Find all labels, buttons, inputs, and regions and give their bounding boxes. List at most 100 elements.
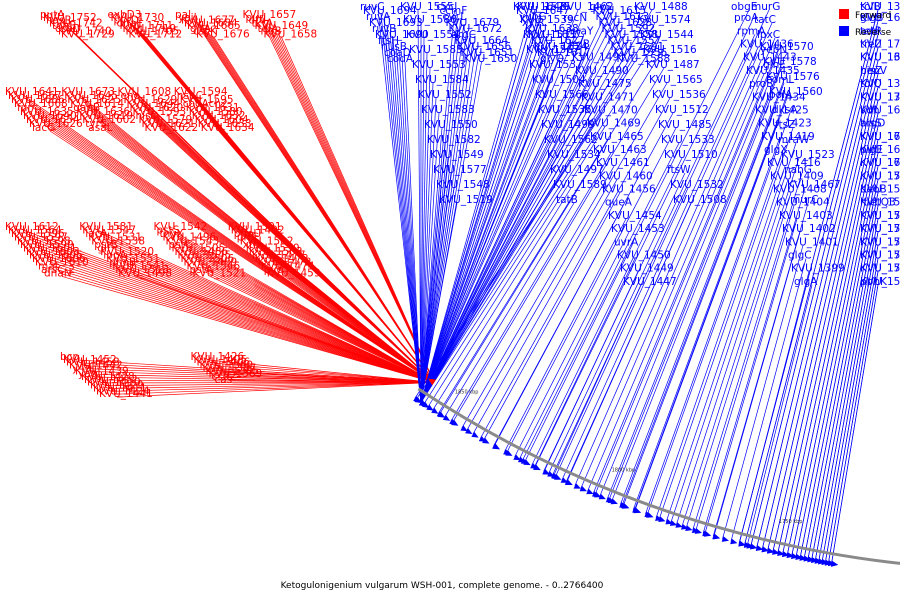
forward-gene-label: KVU_1654 bbox=[26, 114, 80, 126]
leader-line bbox=[208, 359, 435, 383]
forward-gene-label: KVU_1730 bbox=[111, 12, 165, 24]
forward-gene-label: KVU_1673 bbox=[61, 86, 115, 98]
tick-label: 1750 kbp bbox=[779, 519, 803, 525]
forward-gene-label: KVU_1541 bbox=[112, 260, 166, 272]
forward-gene-label: KVU_1605 bbox=[29, 250, 83, 262]
reverse-gene-label: KVU_1544 bbox=[640, 29, 694, 41]
reverse-gene-label: KVU_1460 bbox=[599, 170, 653, 182]
reverse-gene-arrow bbox=[503, 449, 511, 455]
leader-line bbox=[599, 86, 768, 497]
leader-line bbox=[439, 139, 609, 415]
reverse-gene-label: KVU_1471 bbox=[581, 91, 635, 103]
leader-line bbox=[420, 60, 591, 403]
forward-gene-label: csbD bbox=[55, 23, 81, 35]
reverse-gene-arrow bbox=[749, 543, 758, 550]
leader-line bbox=[420, 9, 536, 403]
reverse-gene-label: yubG bbox=[519, 11, 547, 23]
forward-gene-label: KVU_1546 bbox=[187, 260, 241, 272]
forward-gene-label: hasR bbox=[46, 15, 72, 27]
forward-gene-label: cas bbox=[215, 374, 233, 386]
reverse-gene-arrow bbox=[598, 493, 606, 500]
leader-line bbox=[750, 34, 879, 547]
leader-line bbox=[658, 127, 794, 520]
leader-line bbox=[767, 73, 879, 551]
forward-gene-label: KVU_1424 bbox=[96, 385, 150, 397]
leader-line bbox=[518, 142, 680, 460]
reverse-gene-label: KVU_1485 bbox=[658, 119, 712, 131]
forward-gene-label: KVU_1602 bbox=[82, 114, 136, 126]
reverse-gene-label: glyS bbox=[590, 1, 613, 13]
forward-gene-label: pyc bbox=[264, 264, 283, 276]
reverse-gene-label: mraY bbox=[566, 25, 594, 37]
leader-line bbox=[420, 21, 582, 403]
forward-gene-label: KVU_1411 bbox=[93, 382, 147, 394]
reverse-gene-label: dksA bbox=[772, 104, 798, 116]
forward-gene-label: KVU_1657 bbox=[243, 9, 297, 21]
tick-label: 1850 kbp bbox=[455, 390, 479, 396]
reverse-gene-label: KVU_1726 bbox=[860, 170, 900, 182]
leader-line bbox=[420, 55, 556, 403]
leader-line bbox=[786, 126, 879, 556]
reverse-gene-label: KVU_1537 bbox=[529, 59, 583, 71]
leader-line bbox=[506, 127, 677, 453]
reverse-gene-label: KVU_1379 bbox=[860, 91, 900, 103]
reverse-gene-label: KVU_1647 bbox=[516, 5, 570, 17]
leader-line bbox=[704, 218, 798, 534]
reverse-gene-arrow bbox=[675, 522, 683, 528]
reverse-gene-arrow bbox=[721, 536, 729, 542]
reverse-gene-label: KVU_1577 bbox=[433, 164, 487, 176]
reverse-gene-arrow bbox=[449, 418, 457, 425]
reverse-gene-arrow bbox=[579, 485, 587, 492]
forward-gene-label: KVU_1711 bbox=[120, 20, 174, 32]
reverse-gene-label: hisS bbox=[860, 118, 882, 130]
reverse-gene-label: KVU_1532 bbox=[670, 179, 724, 191]
reverse-gene-arrow bbox=[712, 533, 721, 540]
leader-line bbox=[621, 82, 785, 506]
leader-line bbox=[217, 368, 435, 383]
legend-forward-swatch bbox=[839, 9, 849, 19]
leader-line bbox=[52, 265, 435, 383]
reverse-gene-label: KVU_1469 bbox=[587, 118, 641, 130]
forward-gene-label: KVU_1538 bbox=[91, 235, 145, 247]
reverse-gene-label: KVU_1697 bbox=[860, 12, 900, 24]
leader-line bbox=[58, 272, 435, 383]
reverse-gene-label: KVU_1572 bbox=[860, 236, 900, 248]
reverse-gene-arrow bbox=[730, 538, 738, 545]
forward-gene-label: pstC bbox=[169, 239, 193, 251]
reverse-gene-arrow bbox=[513, 454, 521, 461]
forward-gene-label: KVU_1459 bbox=[267, 267, 321, 279]
forward-gene-label: KVU_1635 bbox=[20, 106, 74, 118]
leader-line bbox=[229, 379, 435, 383]
reverse-gene-arrow bbox=[492, 443, 500, 450]
reverse-gene-label: uvrA bbox=[614, 236, 639, 248]
reverse-gene-label: tatC bbox=[754, 14, 776, 26]
reverse-gene-label: KVU_1465 bbox=[590, 131, 644, 143]
reverse-gene-label: glnE bbox=[763, 59, 786, 71]
forward-gene-label: KVU_1564 bbox=[8, 225, 62, 237]
leader-line bbox=[574, 60, 762, 487]
reverse-gene-label: KVU_1700 bbox=[860, 91, 900, 103]
leader-line bbox=[377, 9, 422, 403]
reverse-gene-label: coaD bbox=[384, 47, 411, 59]
reverse-gene-arrow bbox=[437, 411, 446, 418]
forward-gene-label: KVU_1581 bbox=[79, 221, 133, 233]
forward-gene-label: KVU_1513 bbox=[115, 264, 169, 276]
leader-line bbox=[420, 22, 656, 403]
forward-gene-label: KVU_1619 bbox=[79, 110, 133, 122]
reverse-gene-label: KVU_1565 bbox=[649, 74, 703, 86]
forward-gene-label: KVU_1506 bbox=[181, 253, 235, 265]
reverse-gene-label: KVU_1436 bbox=[740, 39, 794, 51]
forward-gene-label: KVU_1489 bbox=[184, 257, 238, 269]
forward-gene-label: purL bbox=[246, 12, 270, 24]
reverse-gene-label: KVU_1549 bbox=[430, 149, 484, 161]
reverse-gene-label: comL bbox=[766, 74, 794, 86]
forward-gene-label: KVU_1597 bbox=[14, 232, 68, 244]
forward-gene-label: KVU_1610 bbox=[35, 257, 89, 269]
reverse-gene-label: argD bbox=[860, 118, 885, 130]
leader-line bbox=[483, 192, 621, 441]
forward-gene-label: KVU_1644 bbox=[127, 98, 181, 110]
reverse-gene-label: KVU_1539 bbox=[520, 14, 574, 26]
forward-gene-label: KVU_1486 bbox=[175, 246, 229, 258]
forward-gene-label: telA bbox=[258, 23, 279, 35]
forward-gene-label: KVU_1684 bbox=[184, 17, 238, 29]
